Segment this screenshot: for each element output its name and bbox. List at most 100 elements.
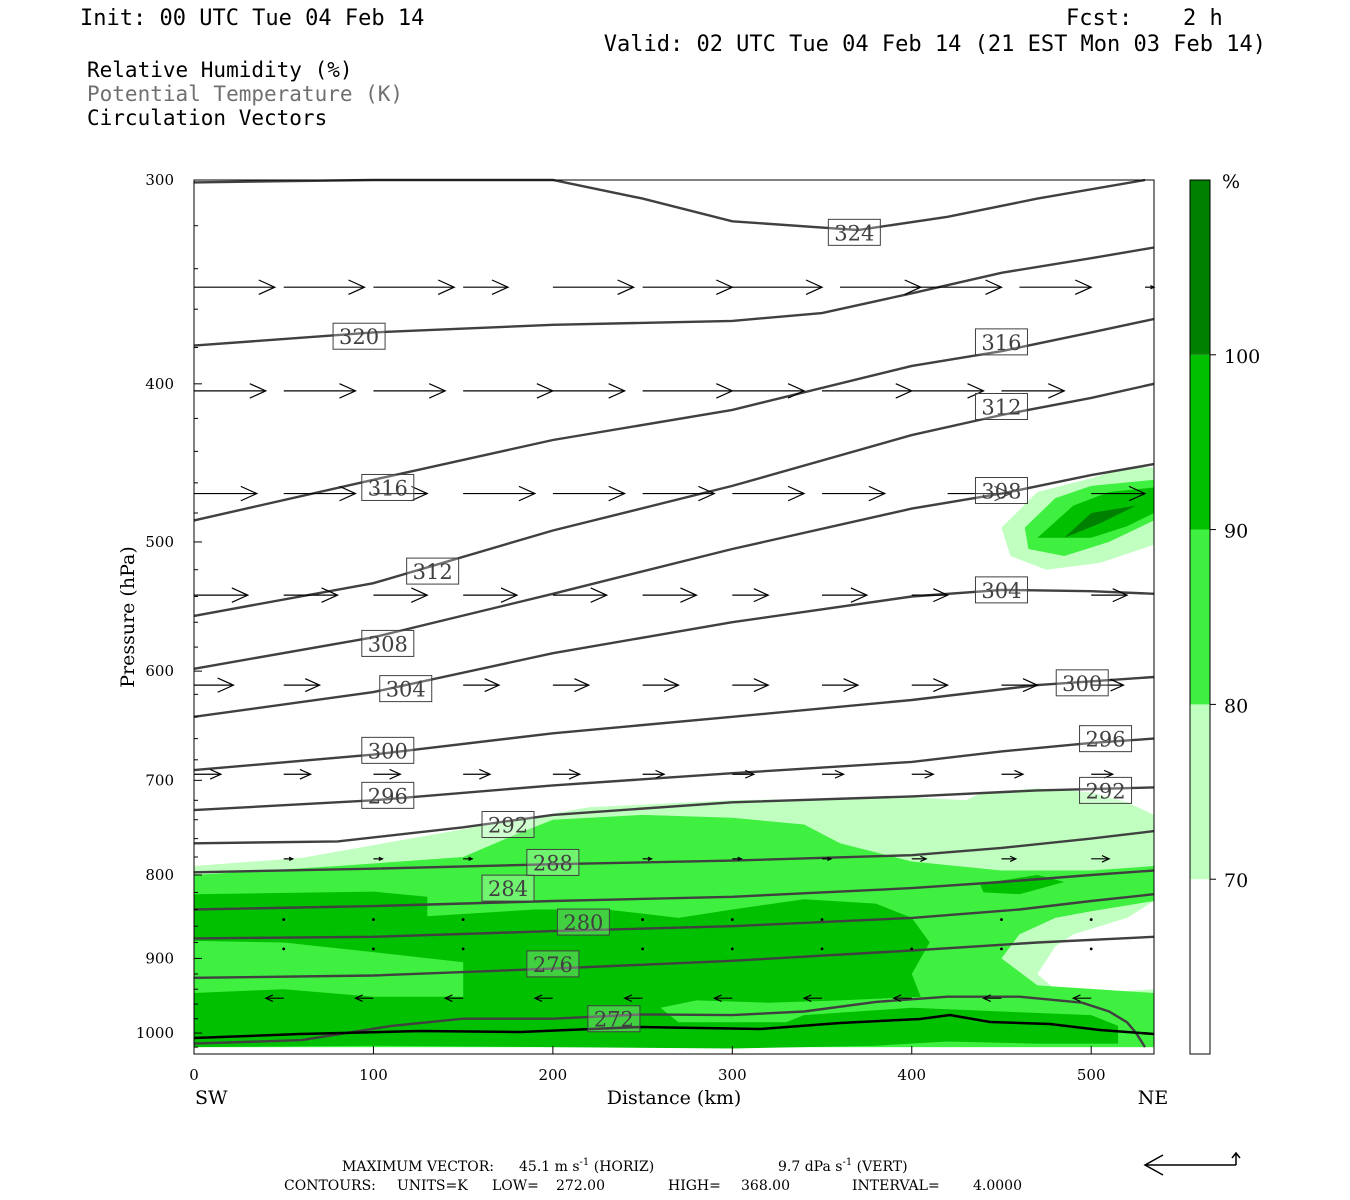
- vector-head: [500, 587, 519, 603]
- vector-arrow: [732, 383, 806, 399]
- vector-head: [617, 279, 636, 295]
- colorbar-label: 90: [1224, 521, 1248, 543]
- vector-head: [491, 279, 510, 295]
- vector-dot: [1089, 918, 1093, 921]
- theta-label-box: [1079, 776, 1133, 804]
- theta-label-text: 316: [368, 476, 408, 500]
- theta-label-box: [1079, 725, 1133, 753]
- theta-label-text: 308: [368, 632, 408, 656]
- vector-arrow: [642, 279, 734, 295]
- vector-arrow: [463, 856, 474, 861]
- vector-arrow: [642, 587, 698, 603]
- vector-head: [240, 485, 259, 502]
- theta-label-text: 320: [339, 325, 379, 349]
- vector-head: [1128, 485, 1147, 502]
- vector-arrow: [802, 994, 823, 1002]
- vector-dot: [461, 947, 465, 951]
- vector-arrow: [642, 383, 734, 399]
- theta-label-312: 312: [406, 557, 460, 585]
- theta-label-292: 292: [1079, 776, 1133, 804]
- theta-label-box: [361, 629, 415, 657]
- vector-head: [1103, 769, 1115, 779]
- vector-head: [655, 769, 666, 779]
- vector-head: [299, 768, 313, 780]
- vector-arrow: [282, 918, 286, 921]
- vector-arrow: [194, 677, 235, 693]
- theta-label-text: 300: [1062, 672, 1102, 696]
- vector-head: [288, 856, 295, 861]
- vector-arrow: [712, 994, 733, 1002]
- vector-arrow: [283, 485, 357, 502]
- theta-label-296: 296: [1079, 725, 1133, 753]
- x-tick-label: 300: [718, 1066, 747, 1084]
- theta-label-box: [361, 781, 415, 809]
- vector-arrow: [552, 279, 636, 295]
- vector-head: [378, 856, 384, 861]
- vector-head: [680, 587, 698, 603]
- vector-dot: [1089, 947, 1093, 951]
- vector-dot: [730, 918, 734, 921]
- forecast-label: Fcst:: [1066, 6, 1132, 31]
- max-horiz-value: 45.1 m s-1 (HORIZ): [519, 1157, 654, 1175]
- vector-arrow: [982, 994, 1002, 1002]
- vector-arrow: [354, 994, 374, 1002]
- vector-arrow: [463, 485, 537, 502]
- vector-head: [354, 994, 363, 1002]
- theta-label-304: 304: [379, 675, 433, 703]
- colorbar-label: 100: [1224, 346, 1260, 368]
- vector-head: [698, 485, 716, 502]
- theta-label-text: 272: [594, 1008, 634, 1032]
- vector-head: [753, 678, 770, 693]
- reference-vector-icon: [1143, 1151, 1241, 1176]
- theta-label-272: 272: [587, 1005, 641, 1033]
- vector-head: [443, 994, 453, 1002]
- vector-head: [209, 768, 223, 780]
- theta-contour-272: [193, 995, 1147, 1048]
- y-tick-label: 700: [145, 771, 174, 789]
- theta-label-308: 308: [361, 629, 415, 657]
- theta-label-text: 296: [1086, 728, 1126, 752]
- contours-low-label: LOW=: [492, 1178, 539, 1194]
- max-vector-label: MAXIMUM VECTOR:: [342, 1159, 494, 1175]
- vector-arrow: [822, 587, 869, 603]
- vector-head: [805, 279, 824, 295]
- vector-head: [518, 485, 537, 502]
- vector-arrow: [1145, 285, 1156, 290]
- vector-head: [568, 768, 582, 780]
- vector-head: [264, 994, 274, 1002]
- forecast-hour: 2 h: [1183, 6, 1223, 31]
- vector-arrow: [642, 485, 716, 502]
- theta-contour-312: [193, 382, 1155, 618]
- theta-label-box: [1055, 669, 1109, 697]
- vector-arrow: [892, 994, 912, 1002]
- vector-arrow: [822, 856, 833, 861]
- vector-head: [712, 994, 722, 1002]
- vector-arrow: [822, 678, 860, 693]
- vector-head: [802, 994, 812, 1002]
- vector-head: [1074, 279, 1093, 295]
- vector-dot: [1000, 947, 1003, 951]
- vector-arrow: [732, 485, 806, 502]
- vector-arrow: [1091, 678, 1125, 692]
- theta-label-text: 324: [834, 221, 874, 245]
- vector-arrow: [641, 918, 644, 921]
- vector-arrow: [1091, 588, 1129, 603]
- vector-head: [608, 485, 627, 502]
- vector-head: [468, 856, 474, 861]
- vector-arrow: [732, 678, 770, 693]
- endpoint-ne: NE: [1138, 1087, 1169, 1109]
- vector-head: [834, 769, 846, 779]
- vector-arrow: [911, 383, 985, 399]
- vector-head: [787, 485, 806, 502]
- vector-head: [217, 677, 235, 693]
- theta-label-324: 324: [827, 218, 881, 246]
- theta-label-text: 316: [981, 331, 1021, 355]
- vector-arrow: [552, 383, 627, 399]
- y-tick-label: 400: [145, 375, 174, 393]
- vector-head: [843, 678, 860, 693]
- vector-arrow: [373, 856, 384, 861]
- theta-label-box: [481, 874, 535, 902]
- y-tick-label: 300: [145, 171, 174, 189]
- x-tick-label: 200: [539, 1066, 568, 1084]
- vector-head: [536, 383, 555, 399]
